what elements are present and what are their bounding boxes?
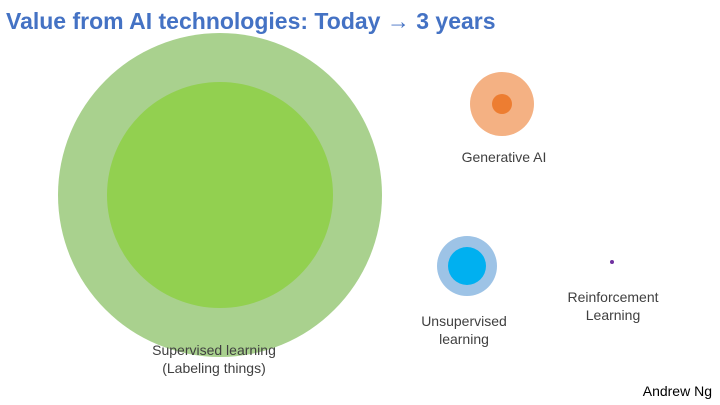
reinforcement-label: Reinforcement Learning (567, 288, 658, 324)
generative-label-line1: Generative AI (461, 149, 547, 165)
unsupervised-label-line2: learning (439, 331, 489, 347)
unsupervised-label-line1: Unsupervised (421, 313, 507, 329)
supervised-label: Supervised learning (Labeling things) (152, 341, 276, 377)
supervised-label-line2: (Labeling things) (162, 360, 266, 376)
unsupervised-today-bubble (448, 247, 486, 285)
reinforcement-label-line1: Reinforcement (567, 289, 659, 305)
slide-title: Value from AI technologies: Today → 3 ye… (6, 8, 496, 34)
generative-today-bubble (492, 94, 512, 114)
supervised-label-line1: Supervised learning (152, 342, 276, 358)
unsupervised-label: Unsupervised learning (421, 312, 507, 348)
supervised-today-bubble (107, 82, 333, 308)
reinforcement-bubble (610, 260, 614, 264)
author-credit: Andrew Ng (642, 383, 712, 399)
reinforcement-label-line2: Learning (585, 307, 641, 323)
generative-label: Generative AI (462, 148, 547, 166)
